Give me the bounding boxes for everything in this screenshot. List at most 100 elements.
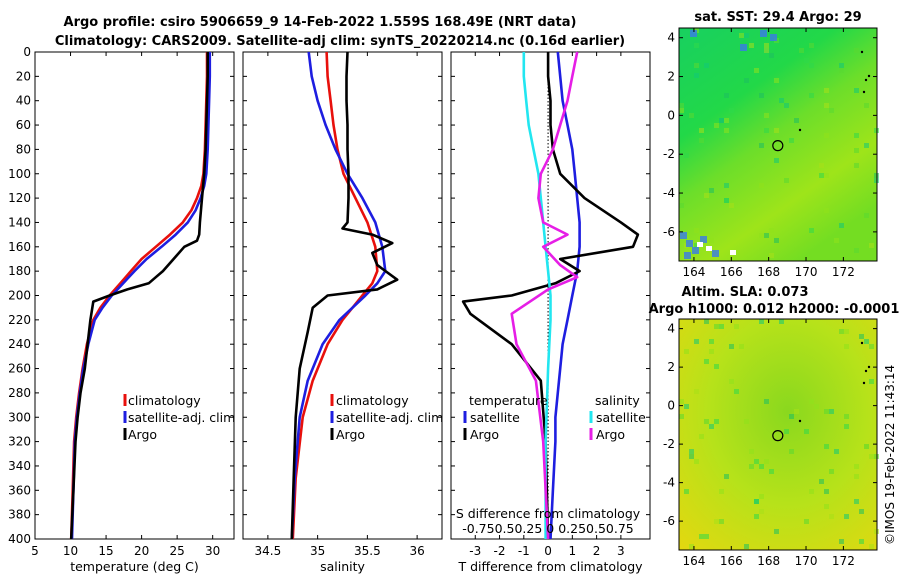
map-cell	[784, 178, 789, 183]
map-cell	[824, 489, 829, 494]
y-tick-label: 320	[8, 435, 31, 449]
map-cell	[789, 449, 794, 454]
map-cell	[779, 319, 784, 324]
map-cell	[714, 324, 719, 329]
s-difference-label: S difference from climatology	[456, 506, 641, 521]
x-tick-label: 30	[205, 544, 220, 558]
map-cell	[779, 98, 784, 103]
map-cell	[759, 319, 764, 324]
x-tick-label: 15	[98, 544, 113, 558]
x-tick-label: 170	[795, 265, 818, 279]
map-cell	[769, 469, 774, 474]
y-tick-label: 0	[667, 108, 675, 122]
y-tick-label: -4	[663, 186, 675, 200]
map-cell	[730, 250, 736, 255]
map-cell	[824, 133, 829, 138]
map-cell	[854, 464, 859, 469]
x-tick-label: 36	[409, 544, 424, 558]
map-cell	[729, 379, 734, 384]
map-cell	[854, 163, 859, 168]
map-cell	[759, 93, 764, 98]
map-cell	[684, 489, 689, 494]
map-cell	[709, 424, 714, 429]
y-tick-label: 220	[8, 313, 31, 327]
map-cell	[684, 349, 689, 354]
series-line-temperature-argo	[461, 52, 640, 540]
map-cell	[854, 474, 859, 479]
map-cell	[834, 238, 839, 243]
map-cell	[744, 544, 749, 549]
map-cell	[819, 173, 824, 178]
map-cell	[749, 449, 754, 454]
map-cell	[834, 449, 839, 454]
x-tick-label: -3	[469, 544, 481, 558]
island-marker	[860, 50, 864, 54]
plot-area	[242, 51, 443, 540]
map-cell	[764, 113, 769, 118]
x-tick-label: -2	[494, 544, 506, 558]
map-cell	[690, 30, 697, 37]
y-tick-label: 400	[8, 532, 31, 546]
map-cell	[744, 419, 749, 424]
x-tick-label: 10	[63, 544, 78, 558]
map-cell	[699, 534, 704, 539]
map-cell	[809, 399, 814, 404]
map-cell	[714, 419, 719, 424]
map-cell	[829, 469, 834, 474]
x-tick-label: 25	[170, 544, 185, 558]
map-cell	[824, 409, 829, 414]
map-cell	[859, 334, 864, 339]
map-cell	[704, 193, 709, 198]
map-cell	[864, 444, 869, 449]
x-tick-label: 5	[31, 544, 39, 558]
map-cell	[724, 118, 729, 123]
map-cell	[714, 519, 719, 524]
map-cell	[839, 68, 844, 73]
island-marker	[864, 369, 868, 373]
imos-stamp: ©IMOS 19-Feb-2022 11:43:14	[883, 365, 897, 545]
y-tick-label: -2	[663, 437, 675, 451]
island-marker	[798, 128, 802, 132]
map-cell	[704, 419, 709, 424]
x-tick-label: 20	[134, 544, 149, 558]
y-tick-label: 260	[8, 362, 31, 376]
map-cell	[704, 359, 709, 364]
map-cell	[680, 232, 687, 239]
map-cell	[839, 223, 844, 228]
map-cell	[699, 434, 704, 439]
map-cell	[689, 449, 694, 454]
map-cell	[679, 414, 684, 419]
map-cell	[679, 399, 684, 404]
map-cell	[789, 414, 794, 419]
map-cell	[854, 248, 859, 253]
legend-sal-satellite: satellite	[596, 410, 646, 425]
map-cell	[824, 173, 829, 178]
y-tick-label: 0	[23, 45, 31, 59]
map-cell	[700, 236, 707, 243]
map-cell	[769, 228, 774, 233]
map-cell	[719, 489, 724, 494]
map-cell	[740, 44, 747, 51]
map-cell	[754, 499, 759, 504]
map-field	[679, 319, 877, 550]
legend-satellite-adj: satellite-adj. clim	[128, 410, 235, 425]
map-cell	[754, 68, 759, 73]
map-cell	[679, 108, 684, 113]
y-tick-label: 340	[8, 459, 31, 473]
map-cell	[869, 243, 874, 248]
map-cell	[686, 240, 693, 247]
island-marker	[862, 90, 866, 94]
temperature-legend: climatology satellite-adj. clim Argo	[123, 393, 235, 442]
y-tick-label: 140	[8, 215, 31, 229]
x-tick-label: 0	[544, 544, 552, 558]
legend-satellite-adj: satellite-adj. clim	[336, 410, 443, 425]
argo-location-marker	[772, 140, 784, 152]
map-cell	[694, 63, 699, 68]
map-cell	[734, 324, 739, 329]
legend-temperature-heading: temperature	[469, 393, 548, 408]
x-tick-label: 3	[617, 544, 625, 558]
map-cell	[764, 48, 769, 53]
x-tick-label: 168	[757, 265, 780, 279]
map-cell	[764, 43, 769, 48]
map-cell	[739, 33, 744, 38]
